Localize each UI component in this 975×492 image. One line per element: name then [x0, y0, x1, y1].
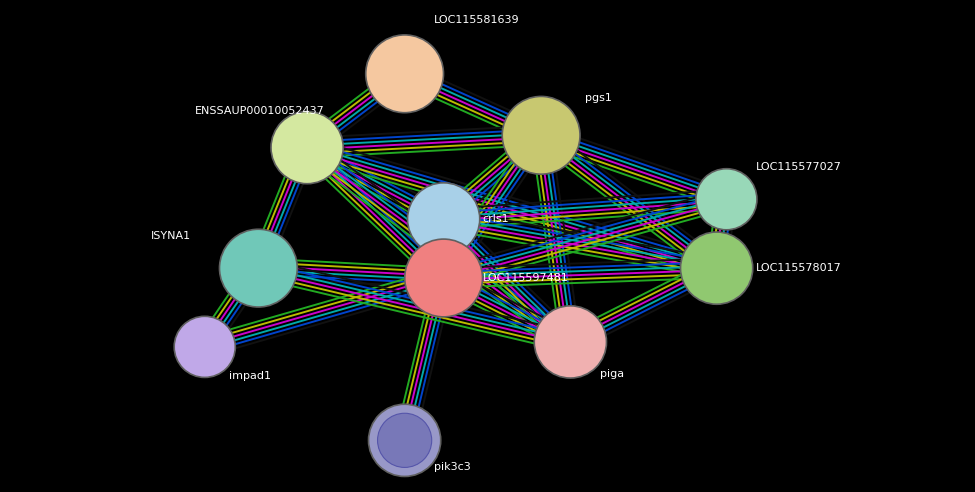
Text: crls1: crls1: [483, 214, 509, 224]
Ellipse shape: [271, 112, 343, 184]
Ellipse shape: [377, 413, 432, 467]
Text: LOC115597481: LOC115597481: [483, 273, 568, 283]
Text: ISYNA1: ISYNA1: [151, 231, 191, 241]
Ellipse shape: [502, 96, 580, 174]
Text: LOC115577027: LOC115577027: [756, 162, 841, 172]
Ellipse shape: [405, 239, 483, 317]
Text: LOC115578017: LOC115578017: [756, 263, 841, 273]
Ellipse shape: [681, 232, 753, 304]
Ellipse shape: [366, 35, 444, 113]
Text: ENSSAUP00010052437: ENSSAUP00010052437: [195, 106, 325, 116]
Text: pik3c3: pik3c3: [434, 462, 471, 472]
Ellipse shape: [534, 306, 606, 378]
Ellipse shape: [175, 316, 235, 377]
Ellipse shape: [408, 183, 480, 255]
Text: pgs1: pgs1: [585, 93, 612, 103]
Ellipse shape: [696, 169, 757, 230]
Text: piga: piga: [600, 369, 624, 379]
Text: LOC115581639: LOC115581639: [434, 15, 520, 25]
Text: impad1: impad1: [229, 371, 271, 381]
Ellipse shape: [369, 404, 441, 476]
Ellipse shape: [219, 229, 297, 307]
